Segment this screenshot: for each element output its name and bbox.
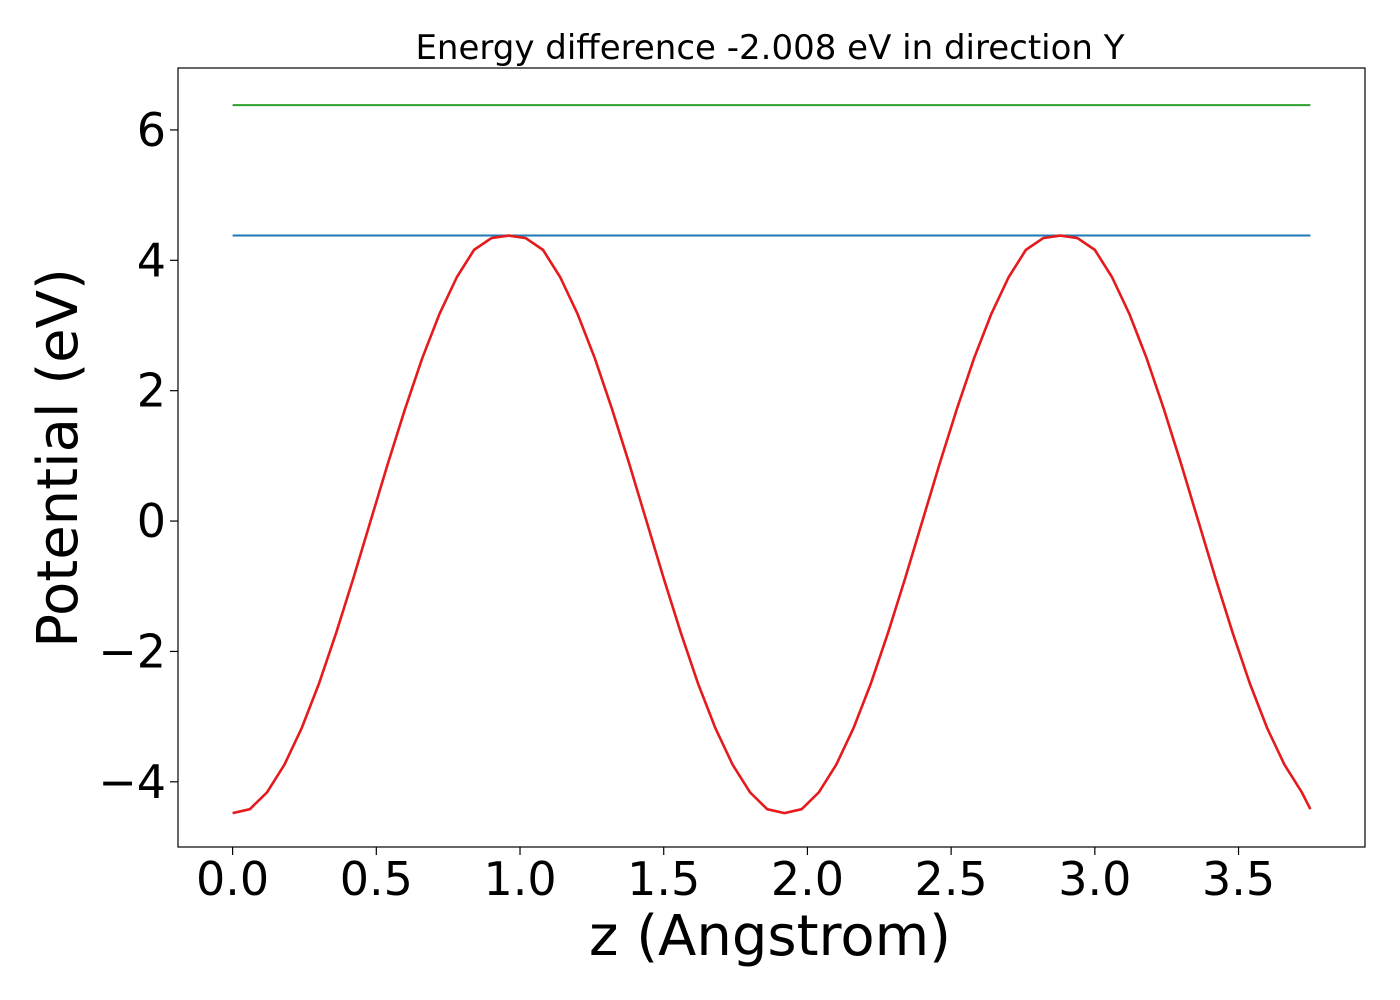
- y-tick-label: 2: [137, 364, 166, 418]
- y-axis-label: Potential (eV): [26, 268, 91, 648]
- x-tick-label: 2.5: [915, 852, 988, 906]
- series-2-curve: [232, 234, 1312, 815]
- x-tick-label: 0.0: [196, 852, 269, 906]
- plot-area: [177, 67, 1366, 848]
- chart-title: Energy difference -2.008 eV in direction…: [415, 28, 1124, 68]
- plot-frame: [177, 67, 1366, 848]
- x-tick-label: 1.0: [483, 852, 556, 906]
- y-tick-label: −2: [98, 624, 166, 678]
- y-tick-label: 4: [137, 233, 166, 287]
- y-tick-label: −4: [98, 755, 166, 809]
- y-axis: −4 −2 0 2 4 6: [98, 103, 178, 809]
- x-axis: 0.0 0.5 1.0 1.5 2.0 2.5 3.0 3.5: [196, 847, 1275, 906]
- x-tick-label: 3.0: [1058, 852, 1131, 906]
- x-tick-label: 0.5: [340, 852, 413, 906]
- x-tick-label: 2.0: [771, 852, 844, 906]
- y-tick-label: 0: [137, 494, 166, 548]
- x-axis-label: z (Angstrom): [589, 904, 951, 969]
- y-tick-label: 6: [137, 103, 166, 157]
- x-tick-label: 3.5: [1202, 852, 1275, 906]
- series-layer: [232, 104, 1312, 815]
- x-tick-label: 1.5: [627, 852, 700, 906]
